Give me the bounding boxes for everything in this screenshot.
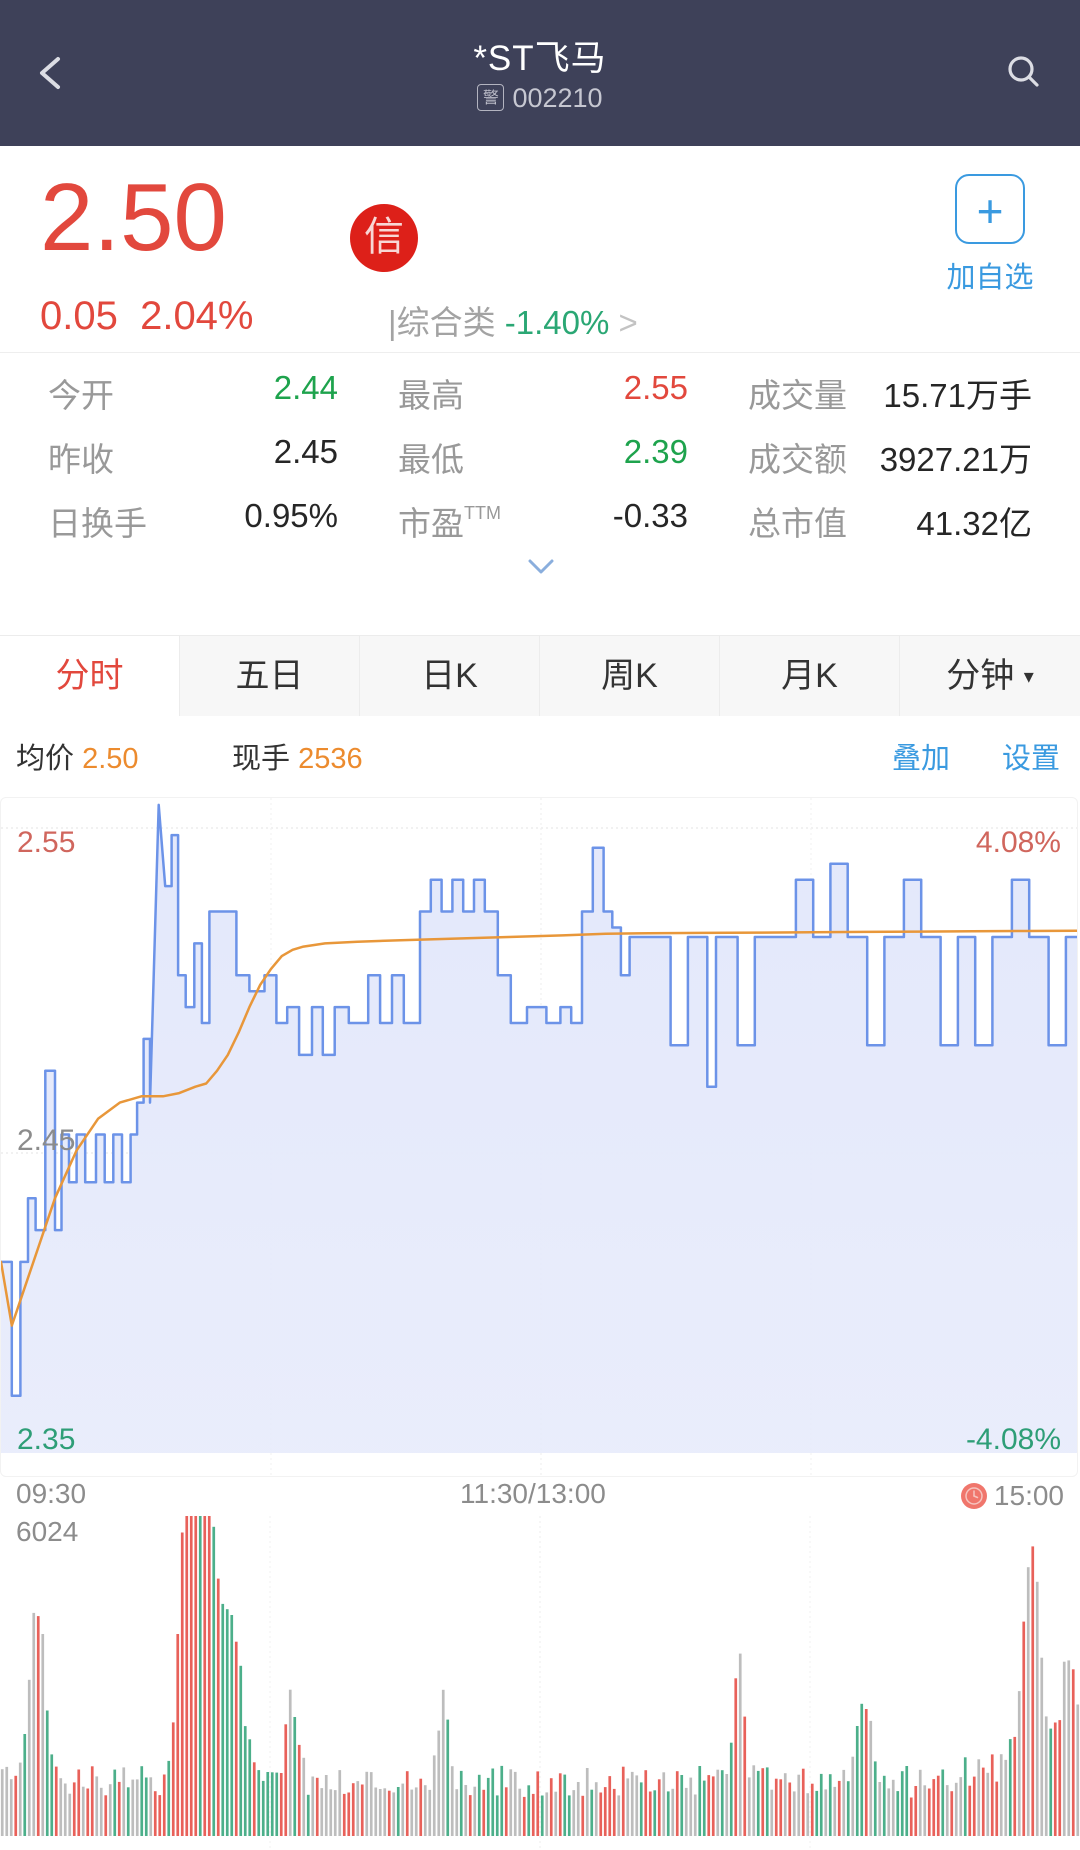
svg-text:信: 信 (364, 215, 404, 259)
